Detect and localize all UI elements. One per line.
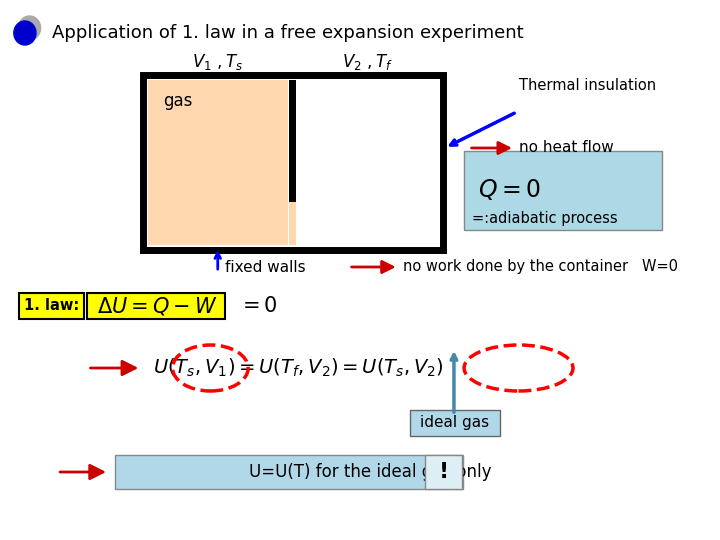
Bar (289, 202, 296, 245)
Text: Thermal insulation: Thermal insulation (518, 78, 656, 92)
FancyBboxPatch shape (426, 455, 462, 489)
Circle shape (14, 21, 36, 45)
Text: =:adiabatic process: =:adiabatic process (472, 211, 618, 226)
Text: U=U(T) for the ideal gas only: U=U(T) for the ideal gas only (249, 463, 492, 481)
FancyBboxPatch shape (410, 410, 500, 436)
FancyBboxPatch shape (115, 455, 463, 489)
FancyBboxPatch shape (86, 293, 225, 319)
Text: fixed walls: fixed walls (225, 260, 306, 274)
Text: $V_1\ ,T_s$: $V_1\ ,T_s$ (192, 52, 243, 72)
FancyBboxPatch shape (19, 293, 84, 319)
Circle shape (19, 16, 40, 40)
Text: no work done by the container   W=0: no work done by the container W=0 (403, 260, 678, 274)
Text: $U(T_s, V_1) = U(T_f, V_2) = U(T_s, V_2)$: $U(T_s, V_1) = U(T_f, V_2) = U(T_s, V_2)… (153, 357, 444, 379)
Text: Application of 1. law in a free expansion experiment: Application of 1. law in a free expansio… (52, 24, 523, 42)
Bar (143, 75, 443, 250)
Text: ideal gas: ideal gas (420, 415, 490, 430)
Text: $= 0$: $= 0$ (238, 296, 277, 316)
Bar (289, 80, 296, 202)
Text: no heat flow: no heat flow (519, 140, 614, 156)
Text: $\Delta U = Q - W$: $\Delta U = Q - W$ (96, 295, 217, 317)
Text: gas: gas (163, 92, 193, 110)
Text: $V_2\ ,T_f$: $V_2\ ,T_f$ (342, 52, 392, 72)
Text: 1. law:: 1. law: (24, 299, 79, 314)
Bar (148, 80, 288, 245)
Text: $Q = 0$: $Q = 0$ (478, 178, 541, 202)
FancyBboxPatch shape (464, 151, 662, 230)
Text: !: ! (438, 462, 449, 482)
